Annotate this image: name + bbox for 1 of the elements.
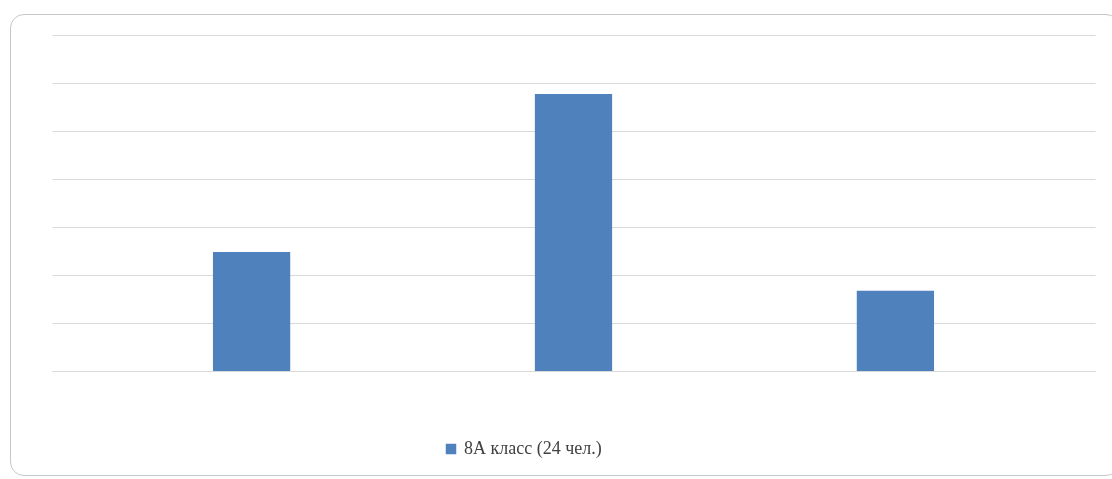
legend-label: 8А класс (24 чел.) xyxy=(464,438,602,459)
